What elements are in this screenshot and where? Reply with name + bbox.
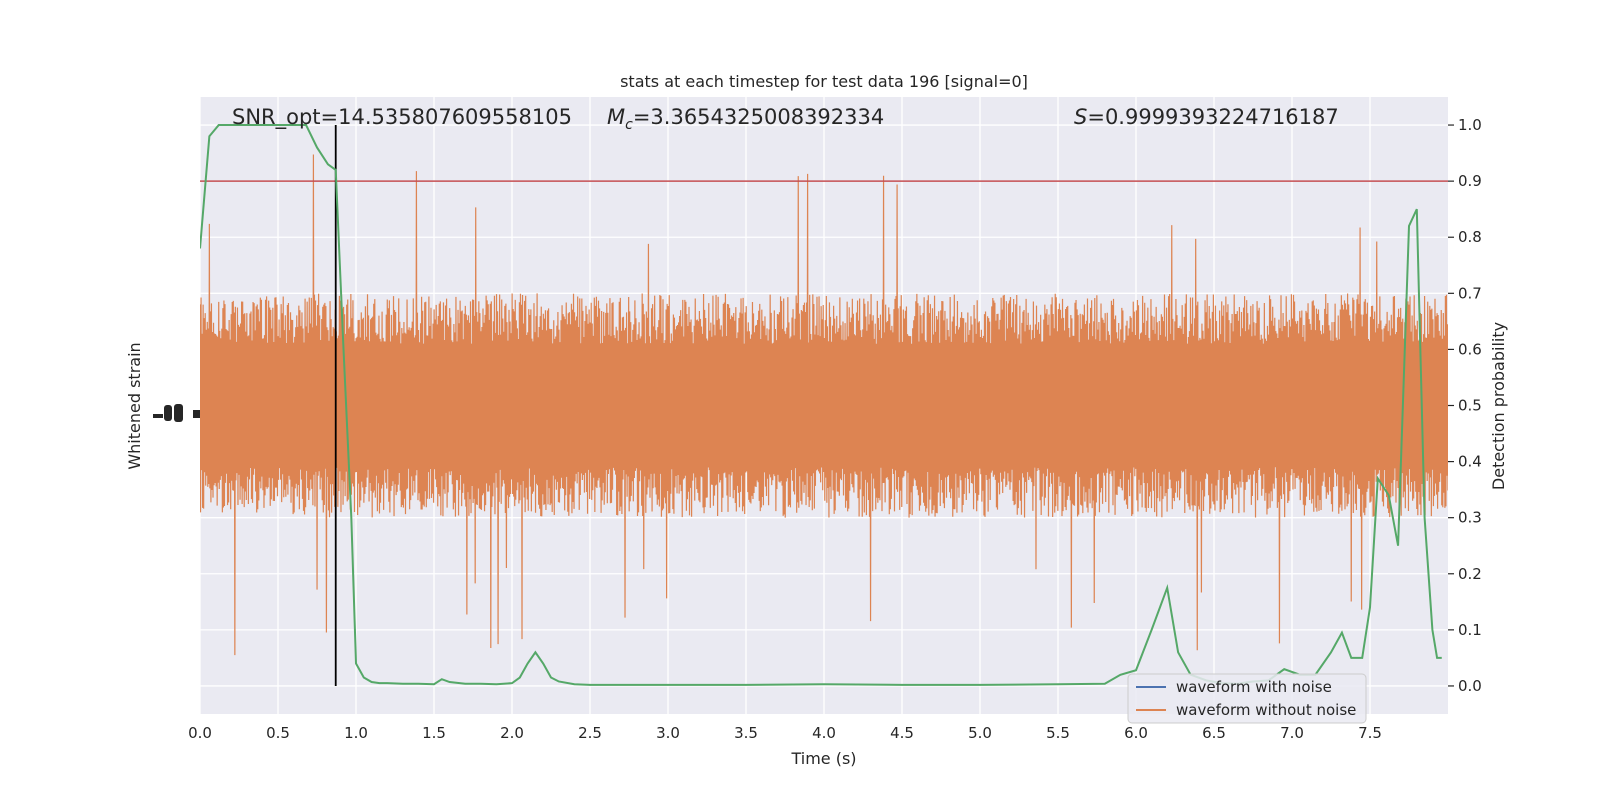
x-tick-label: 0.5 [266, 724, 290, 742]
y-tick-label: 0.1 [1458, 621, 1482, 639]
x-tick-label: 4.5 [890, 724, 914, 742]
y-tick-label: 0.6 [1458, 340, 1482, 358]
y-tick-labels-right: 0.0 0.1 0.2 0.3 0.4 0.5 0.6 0.7 0.8 0.9 1.0 [1448, 116, 1482, 695]
detection-probability-line [200, 124, 1442, 686]
y-axis-label-right: Detection probability [1489, 322, 1508, 490]
left-axis-tick-clutter [153, 404, 200, 422]
x-tick-label: 3.5 [734, 724, 758, 742]
x-tick-label: 7.5 [1358, 724, 1382, 742]
chirp-mass-annotation: Mc=3.3654325008392334 [607, 105, 884, 133]
x-tick-label: 3.0 [656, 724, 680, 742]
x-tick-label: 5.5 [1046, 724, 1070, 742]
x-tick-label: 0.0 [188, 724, 212, 742]
y-tick-label: 0.2 [1458, 565, 1482, 583]
x-tick-label: 1.0 [344, 724, 368, 742]
legend-box [1127, 673, 1367, 724]
x-tick-label: 6.5 [1202, 724, 1226, 742]
chart-title: stats at each timestep for test data 196… [620, 72, 1028, 91]
snr-annotation: SNR_opt=14.535807609558105 [232, 105, 572, 130]
x-tick-label: 6.0 [1124, 724, 1148, 742]
waveform-without-noise-series [200, 154, 1448, 656]
y-tick-label: 0.9 [1458, 172, 1482, 190]
y-tick-label: 0.0 [1458, 677, 1482, 695]
y-axis-label-left: Whitened strain [125, 342, 144, 469]
x-axis-label: Time (s) [790, 749, 856, 768]
x-tick-label: 4.0 [812, 724, 836, 742]
waveform-without-noise-trace [200, 154, 1448, 656]
y-tick-label: 0.4 [1458, 453, 1482, 471]
y-tick-label: 0.8 [1458, 228, 1482, 246]
legend: waveform with noise waveform without noi… [1127, 673, 1367, 724]
x-tick-label: 2.5 [578, 724, 602, 742]
x-tick-label: 1.5 [422, 724, 446, 742]
x-tick-label: 5.0 [968, 724, 992, 742]
legend-label-with-noise: waveform with noise [1176, 678, 1332, 696]
y-tick-label: 1.0 [1458, 116, 1482, 134]
x-tick-label: 7.0 [1280, 724, 1304, 742]
x-tick-label: 2.0 [500, 724, 524, 742]
score-annotation: S=0.9999393224716187 [1074, 105, 1339, 129]
x-tick-labels: 0.0 0.5 1.0 1.5 2.0 2.5 3.0 3.5 4.0 4.5 5.0 5.5 6.0 6… [188, 724, 1382, 742]
y-tick-label: 0.7 [1458, 284, 1482, 302]
y-tick-label: 0.3 [1458, 509, 1482, 527]
y-tick-label: 0.5 [1458, 397, 1482, 415]
legend-label-without-noise: waveform without noise [1176, 701, 1356, 719]
